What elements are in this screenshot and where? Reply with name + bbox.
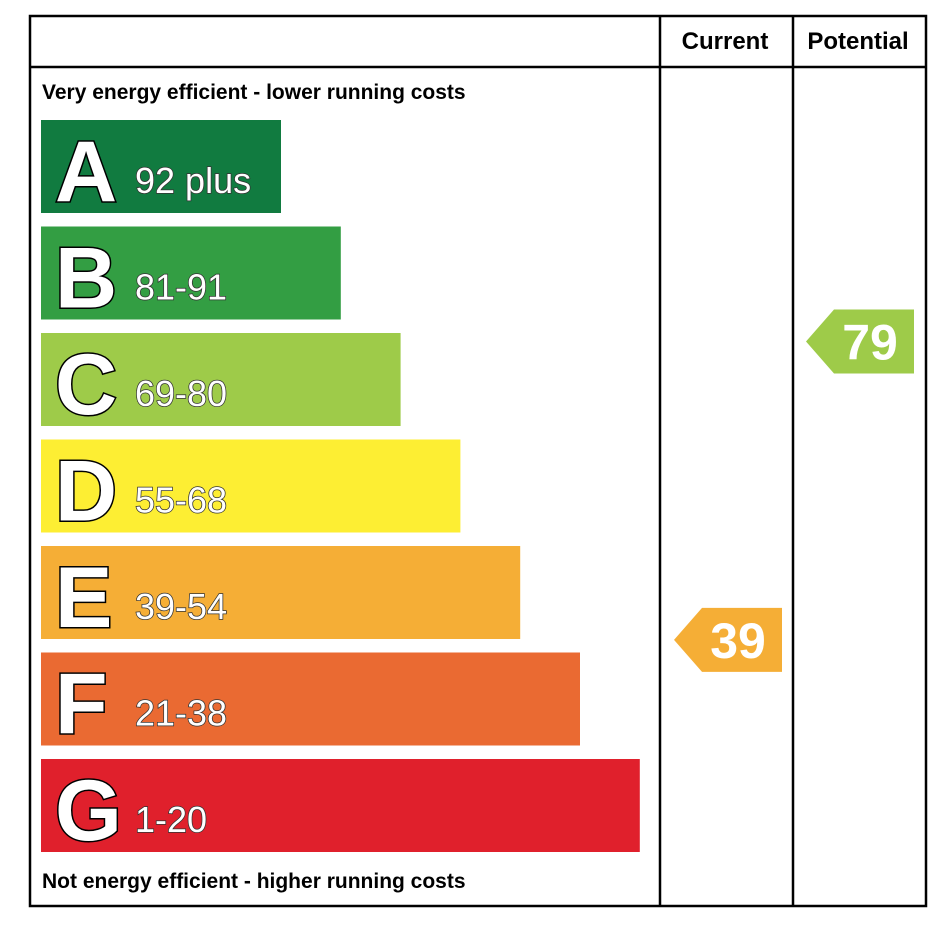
band-range: 55-68	[135, 480, 227, 521]
potential-header: Potential	[807, 28, 908, 55]
band-letter: A	[55, 124, 117, 220]
band-bar	[41, 333, 401, 426]
band-letter: D	[55, 444, 117, 540]
band-b: B 81-91	[41, 226, 341, 328]
band-letter: F	[55, 657, 108, 753]
band-letter: G	[55, 763, 122, 859]
band-range: 39-54	[135, 586, 227, 627]
band-letter: B	[55, 231, 117, 327]
rating-arrows: 39 79	[674, 309, 914, 672]
band-a: A 92 plus	[41, 120, 281, 222]
band-range: 81-91	[135, 267, 227, 308]
band-f: F 21-38	[41, 652, 580, 754]
band-letter: E	[55, 550, 112, 646]
potential-rating-value: 79	[842, 315, 898, 371]
band-c: C 69-80	[41, 333, 401, 435]
current-arrow-shape	[674, 607, 782, 672]
current-header: Current	[682, 28, 769, 55]
band-e: E 39-54	[41, 546, 521, 648]
band-bar	[41, 439, 461, 533]
rating-bands: A 92 plus B 81-91 C 69-80 D 55-68 E 39-54 F 21-38 G 1…	[41, 120, 640, 861]
band-range: 92 plus	[135, 160, 251, 201]
chart-frame	[28, 14, 928, 908]
band-g: G 1-20	[41, 759, 640, 861]
current-rating-value: 39	[710, 613, 766, 669]
potential-arrow-shape	[806, 309, 914, 374]
band-bar	[41, 120, 281, 213]
band-d: D 55-68	[41, 439, 461, 541]
bottom-caption: Not energy efficient - higher running co…	[42, 870, 466, 893]
band-bar	[41, 546, 521, 639]
band-letter: C	[55, 337, 117, 433]
band-bar	[41, 759, 640, 852]
band-range: 1-20	[135, 799, 207, 840]
band-bar	[41, 226, 341, 320]
potential-rating-arrow: 79	[806, 309, 914, 374]
top-caption: Very energy efficient - lower running co…	[42, 81, 466, 104]
band-range: 21-38	[135, 693, 227, 734]
band-bar	[41, 652, 580, 746]
band-range: 69-80	[135, 373, 227, 414]
current-rating-arrow: 39	[674, 607, 782, 672]
